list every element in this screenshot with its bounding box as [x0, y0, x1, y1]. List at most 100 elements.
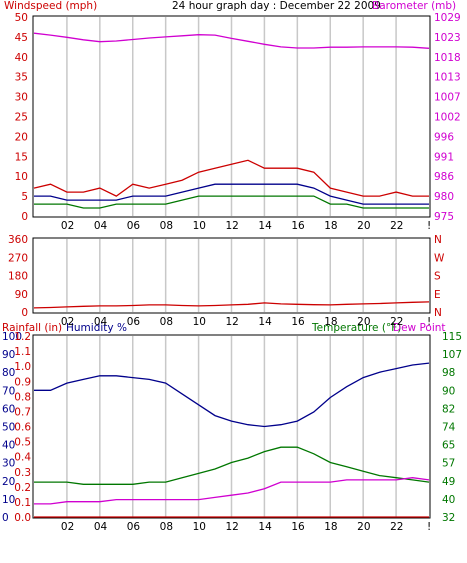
x-tick-label: 10: [193, 316, 206, 328]
left-tick-label: 5: [21, 191, 28, 203]
x-tick-label: 16: [291, 220, 305, 232]
series-line-dewpoint: [34, 477, 430, 505]
rain-tick-label: 0.3: [14, 467, 31, 479]
left-axis-label-windspeed: Windspeed (mph): [4, 0, 97, 12]
x-tick-label: !: [427, 220, 431, 232]
temperature-tick-label: 49: [442, 476, 455, 488]
x-tick-label: 08: [160, 521, 173, 533]
left-tick-label: 35: [15, 72, 28, 84]
x-tick-label: 10: [193, 521, 206, 533]
humidity-tick-label: 70: [2, 385, 15, 397]
x-tick-label: 10: [193, 220, 206, 232]
x-tick-label: !: [427, 316, 431, 328]
rain-tick-label: 0.1: [14, 497, 31, 509]
rain-tick-label: 1.2: [14, 331, 31, 343]
series-line-average: [34, 183, 429, 205]
rain-tick-label: 1.0: [14, 361, 31, 373]
rain-tick-label: 0.4: [14, 452, 31, 464]
humidity-tick-label: 40: [2, 440, 15, 452]
x-tick-label: 06: [127, 521, 141, 533]
series-line-humidity: [34, 362, 430, 428]
rain-tick-label: 0.2: [14, 482, 31, 494]
right-axis-label-temperature: Temperature (°F): [311, 322, 401, 334]
compass-tick-label: W: [434, 252, 445, 264]
temperature-tick-label: 115: [442, 331, 462, 343]
humidity-tick-label: 20: [2, 476, 15, 488]
humidity-tick-label: 60: [2, 403, 15, 415]
x-tick-label: 12: [226, 220, 239, 232]
x-tick-label: 22: [390, 521, 403, 533]
x-tick-label: 20: [357, 316, 370, 328]
right-axis-label-barometer: Barometer (mb): [372, 0, 456, 12]
x-tick-label: 20: [357, 220, 370, 232]
x-tick-label: 04: [94, 521, 108, 533]
right-tick-label: 1018: [434, 52, 461, 64]
temperature-tick-label: 65: [442, 440, 455, 452]
direction-panel-frame: [32, 237, 431, 314]
left-tick-label: 0: [21, 211, 28, 223]
right-tick-label: 1002: [434, 112, 461, 124]
axis-label-humidity: Humidity %: [66, 322, 127, 334]
x-tick-label: 16: [291, 521, 305, 533]
left-tick-label: 25: [15, 112, 28, 124]
direction-tick-label: 360: [8, 234, 28, 246]
x-tick-label: 14: [258, 316, 272, 328]
compass-tick-label: N: [434, 234, 442, 246]
rain-tick-label: 1.1: [14, 346, 31, 358]
humidity-tick-label: 80: [2, 367, 15, 379]
right-tick-label: 1029: [434, 12, 461, 24]
direction-tick-label: 180: [8, 271, 28, 283]
rain-panel-frame: [32, 334, 431, 519]
temperature-tick-label: 40: [442, 494, 455, 506]
temperature-tick-label: 74: [442, 422, 456, 434]
x-tick-label: 02: [61, 220, 74, 232]
x-tick-label: 08: [160, 316, 173, 328]
x-tick-label: 06: [127, 220, 141, 232]
temperature-tick-label: 107: [442, 349, 462, 361]
x-tick-label: 18: [324, 521, 337, 533]
temperature-tick-label: 32: [442, 512, 455, 524]
compass-tick-label: E: [434, 289, 441, 301]
direction-tick-label: 0: [21, 307, 28, 319]
temperature-tick-label: 82: [442, 403, 455, 415]
x-tick-label: 04: [94, 316, 108, 328]
series-line-barometer: [33, 32, 430, 49]
left-tick-label: 40: [15, 52, 28, 64]
wind-panel-frame: [32, 15, 431, 218]
series-line-gust: [33, 159, 429, 197]
humidity-tick-label: 10: [2, 494, 15, 506]
compass-tick-label: N: [434, 307, 442, 319]
right-tick-label: 991: [434, 151, 454, 163]
chart-title: 24 hour graph day : December 22 2009: [172, 0, 381, 12]
humidity-tick-label: 0: [2, 512, 9, 524]
left-tick-label: 45: [15, 32, 28, 44]
direction-tick-label: 90: [15, 289, 28, 301]
left-axis-label-rainfall: Rainfall (in): [2, 322, 62, 334]
x-tick-label: 04: [94, 220, 108, 232]
rain-tick-label: 0.9: [14, 376, 31, 388]
rain-tick-label: 0.8: [14, 391, 31, 403]
left-tick-label: 30: [15, 92, 28, 104]
x-tick-label: 12: [226, 316, 239, 328]
rain-tick-label: 0.5: [14, 437, 31, 449]
rain-tick-label: 0.6: [14, 422, 31, 434]
temperature-tick-label: 57: [442, 458, 455, 470]
x-tick-label: !: [427, 521, 431, 533]
humidity-tick-label: 30: [2, 458, 15, 470]
right-tick-label: 1007: [434, 92, 461, 104]
humidity-tick-label: 50: [2, 422, 15, 434]
x-tick-label: 06: [127, 316, 141, 328]
series-line-direction: [33, 301, 430, 309]
right-tick-label: 1013: [434, 72, 461, 84]
temperature-tick-label: 98: [442, 367, 455, 379]
left-tick-label: 15: [15, 151, 28, 163]
temperature-tick-label: 90: [442, 385, 455, 397]
right-tick-label: 980: [434, 191, 454, 203]
left-tick-label: 50: [15, 12, 28, 24]
right-tick-label: 975: [434, 211, 454, 223]
compass-tick-label: S: [434, 271, 441, 283]
x-tick-label: 14: [258, 521, 272, 533]
x-tick-label: 20: [357, 521, 370, 533]
humidity-tick-label: 100: [2, 331, 22, 343]
